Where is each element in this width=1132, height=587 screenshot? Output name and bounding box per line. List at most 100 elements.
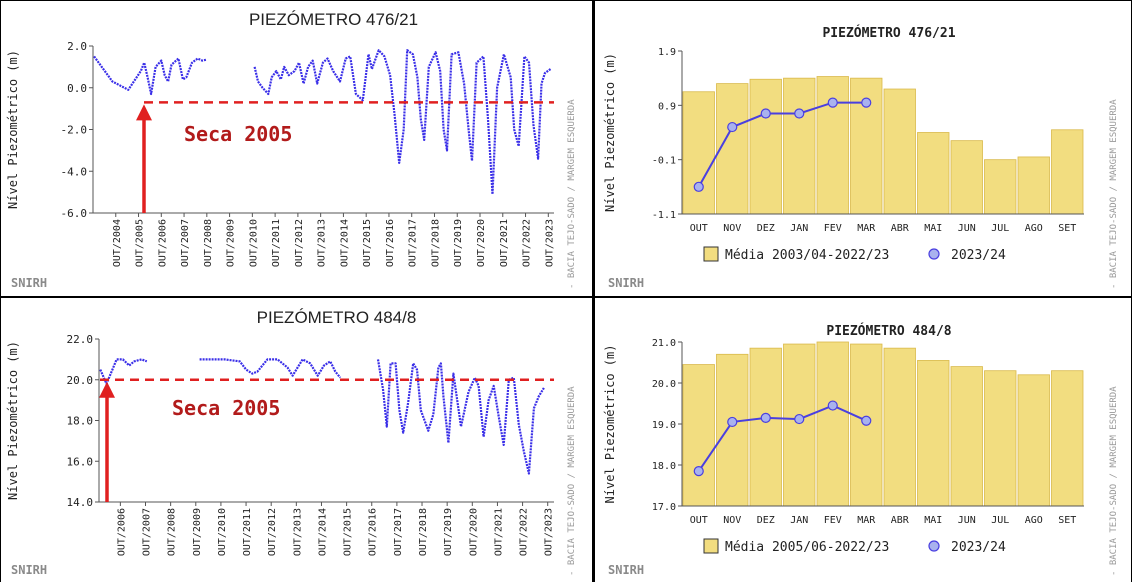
x-tick-label: OUT/2006: [116, 508, 127, 556]
x-tick-label: OUT/2020: [476, 219, 487, 267]
arrow-head: [99, 381, 115, 398]
bar-mean: [682, 91, 715, 215]
chart-ts-484: PIEZÓMETRO 484/8 Nível Piezométrico (m) 22…: [6, 308, 577, 577]
chart-ts-476: PIEZÓMETRO 476/21 Nível Piezométrico (m) 2…: [6, 10, 577, 290]
y-tick-label: 0.9: [658, 101, 676, 112]
bar-mean: [917, 132, 950, 215]
x-tick-label: OUT/2022: [522, 219, 533, 267]
line-point: [727, 121, 738, 133]
side-label: - BACIA TEJO-SADO / MARGEM ESQUERDA: [567, 386, 577, 576]
x-tick-label: OUT/2016: [368, 508, 379, 556]
x-tick-label: OUT/2016: [385, 219, 396, 267]
x-tick-label: OUT/2011: [242, 508, 253, 556]
y-tick-label: 20.0: [67, 374, 94, 387]
x-tick-label: MAI: [924, 223, 942, 234]
x-tick-label: OUT/2020: [468, 508, 479, 556]
x-tick-label: OUT/2021: [499, 219, 510, 267]
snirh-logo: SNIRH: [11, 276, 47, 290]
annotation-label: Seca 2005: [172, 396, 280, 420]
y-tick-label: 1.9: [658, 47, 676, 58]
line-point: [827, 400, 838, 411]
bar-mean: [816, 341, 849, 507]
bar-mean: [883, 347, 916, 507]
x-tick-label: DEZ: [757, 223, 775, 234]
x-tick-label: FEV: [824, 515, 842, 526]
x-tick-label: OUT/2012: [267, 508, 278, 556]
bar-mean: [816, 76, 849, 215]
series-line: [253, 49, 552, 196]
x-tick-label: OUT/2007: [142, 508, 153, 556]
line-point: [861, 97, 872, 108]
chart-title: PIEZÓMETRO 484/8: [257, 308, 417, 327]
bar-mean: [984, 159, 1017, 215]
side-label: - BACIA TEJO-SADO / MARGEM ESQUERDA: [1109, 386, 1119, 576]
line-point: [861, 415, 872, 426]
x-tick-label: OUT/2007: [180, 219, 191, 267]
legend-swatch-mean: [703, 246, 719, 262]
x-tick-label: OUT/2004: [112, 219, 123, 267]
y-tick-label: 19.0: [652, 420, 676, 431]
x-tick-label: MAR: [857, 515, 876, 526]
line-point: [727, 416, 738, 428]
x-tick-label: ABR: [891, 515, 910, 526]
y-tick-label: 18.0: [652, 461, 676, 472]
x-tick-label: OUT/2010: [217, 508, 228, 556]
x-tick-label: OUT/2018: [430, 219, 441, 267]
border-top: [0, 0, 1132, 1]
chart-bar-484: PIEZÓMETRO 484/8 Nível Piezométrico (m) 21…: [603, 323, 1119, 577]
panel-bar-476: PIEZÓMETRO 476/21 Nível Piezométrico (m) 1…: [598, 1, 1132, 295]
x-tick-label: OUT/2017: [408, 219, 419, 267]
series-line: [199, 358, 342, 379]
line-point: [794, 413, 805, 425]
bar-mean: [783, 343, 816, 507]
bar-mean: [950, 140, 983, 215]
y-tick-label: 2.0: [67, 40, 87, 53]
x-tick-label: ABR: [891, 223, 910, 234]
x-tick-label: OUT/2012: [294, 219, 305, 267]
y-tick-label: 22.0: [67, 333, 94, 346]
x-tick-label: JAN: [790, 223, 808, 234]
bar-mean: [1051, 370, 1084, 507]
bar-mean: [984, 370, 1017, 507]
series-line: [93, 55, 208, 96]
series-line: [376, 359, 545, 475]
y-tick-label: -4.0: [61, 165, 88, 178]
bar-mean: [749, 78, 782, 215]
legend-swatch-mean: [703, 538, 719, 554]
line-point: [794, 108, 805, 119]
snirh-logo: SNIRH: [11, 563, 47, 577]
side-label: - BACIA TEJO-SADO / MARGEM ESQUERDA: [567, 99, 577, 289]
x-tick-label: OUT/2008: [167, 508, 178, 556]
y-axis-label: Nível Piezométrico (m): [6, 50, 20, 209]
x-tick-label: OUT/2018: [418, 508, 429, 556]
y-axis-label: Nível Piezométrico (m): [603, 345, 617, 504]
y-axis-label: Nível Piezométrico (m): [603, 53, 617, 212]
x-tick-label: NOV: [723, 223, 741, 234]
bar-mean: [716, 353, 749, 507]
chart-title: PIEZÓMETRO 476/21: [822, 25, 955, 41]
x-tick-label: OUT/2021: [493, 508, 504, 556]
x-tick-label: DEZ: [757, 515, 775, 526]
panel-bar-484: PIEZÓMETRO 484/8 Nível Piezométrico (m) 21…: [598, 299, 1132, 582]
x-tick-label: AGO: [1025, 515, 1043, 526]
legend-label-current: 2023/24: [951, 248, 1006, 263]
arrow-head: [136, 104, 152, 121]
bar-mean: [749, 347, 782, 507]
bar-mean: [950, 366, 983, 507]
panel-ts-484: PIEZÓMETRO 484/8 Nível Piezométrico (m) 22…: [1, 299, 590, 582]
bar-mean: [883, 88, 916, 215]
snirh-logo: SNIRH: [608, 563, 644, 577]
x-tick-label: OUT/2023: [544, 508, 555, 556]
y-tick-label: 17.0: [652, 502, 676, 513]
y-tick-label: 18.0: [67, 415, 94, 428]
panel-ts-476: PIEZÓMETRO 476/21 Nível Piezométrico (m) 2…: [1, 1, 590, 295]
legend-marker-current: [928, 248, 940, 260]
x-tick-label: OUT/2015: [343, 508, 354, 556]
x-tick-label: OUT/2023: [544, 219, 555, 267]
line-point: [693, 466, 704, 477]
x-tick-label: OUT/2010: [248, 219, 259, 267]
series-line: [697, 404, 867, 472]
y-tick-label: 21.0: [652, 338, 676, 349]
x-tick-label: JAN: [790, 515, 808, 526]
snirh-logo: SNIRH: [608, 276, 644, 290]
